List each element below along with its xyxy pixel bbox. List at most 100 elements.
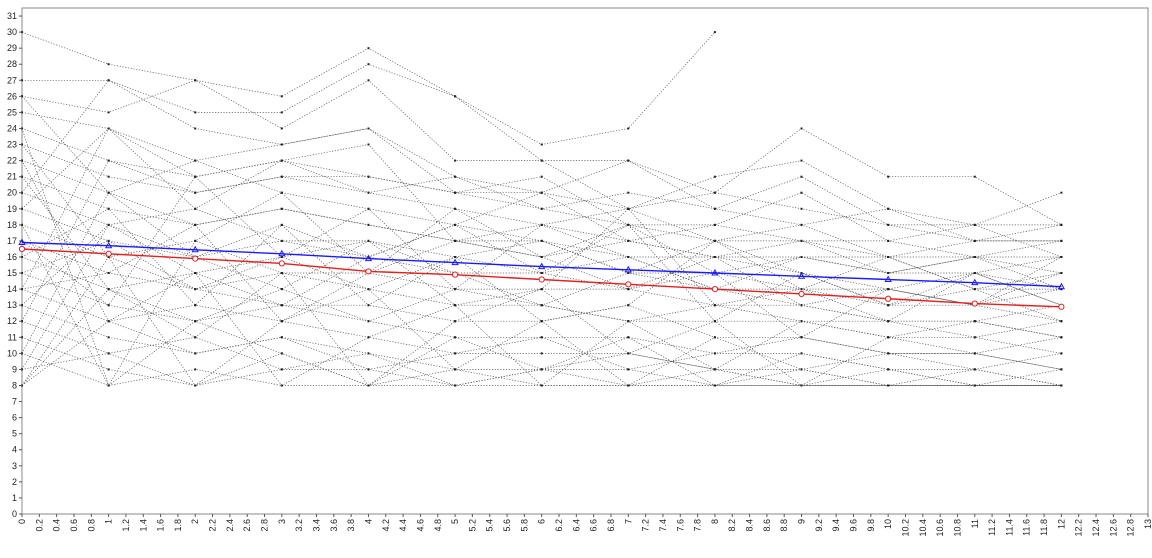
y-tick-label: 17 xyxy=(7,236,17,246)
x-tick-label: 6 xyxy=(537,519,547,524)
individual-point xyxy=(540,256,543,258)
x-tick-label: 8.4 xyxy=(745,519,755,532)
trend-point xyxy=(18,245,26,253)
individual-point xyxy=(713,320,716,323)
individual-point xyxy=(280,256,283,258)
individual-point xyxy=(800,256,803,258)
y-tick-label: 3 xyxy=(12,461,17,471)
trend-point xyxy=(278,249,286,257)
x-tick-label: 2.2 xyxy=(208,519,218,532)
individual-point xyxy=(713,207,716,210)
individual-point xyxy=(367,63,370,66)
x-tick-label: 3.6 xyxy=(329,519,339,532)
individual-point xyxy=(627,159,630,162)
x-tick-label: 7 xyxy=(623,519,633,524)
individual-point xyxy=(280,320,283,323)
individual-point xyxy=(973,288,976,291)
individual-point xyxy=(713,239,716,242)
y-tick-label: 19 xyxy=(7,204,17,214)
trend-series-group xyxy=(18,238,1066,310)
trend-point xyxy=(104,241,113,249)
individual-point xyxy=(887,239,890,242)
individual-point xyxy=(973,352,976,355)
y-tick-label: 15 xyxy=(7,268,17,278)
trend-point xyxy=(538,262,546,270)
x-tick-label: 6.6 xyxy=(589,519,599,532)
y-tick-label: 16 xyxy=(7,252,17,262)
individual-point xyxy=(800,304,803,307)
y-tick-label: 23 xyxy=(7,140,17,150)
y-tick-label: 30 xyxy=(7,27,17,37)
individual-point xyxy=(713,175,716,178)
y-tick-label: 5 xyxy=(12,429,17,439)
x-tick-label: 10 xyxy=(883,519,893,529)
x-tick-label: 7.8 xyxy=(693,519,703,532)
individual-point xyxy=(540,272,543,274)
x-tick-label: 4.6 xyxy=(415,519,425,532)
x-tick-label: 11.8 xyxy=(1039,519,1049,536)
individual-point xyxy=(713,223,716,226)
individual-point xyxy=(1060,191,1063,194)
x-tick-label: 11 xyxy=(970,519,980,528)
y-tick-label: 8 xyxy=(12,380,17,390)
individual-point xyxy=(454,384,457,387)
individual-point xyxy=(973,175,976,178)
x-tick-label: 3.2 xyxy=(294,519,304,532)
individual-point xyxy=(454,175,457,178)
y-tick-label: 31 xyxy=(7,11,17,21)
individual-point xyxy=(454,191,457,194)
individual-point xyxy=(367,368,370,371)
x-tick-label: 3.4 xyxy=(311,519,321,532)
individual-point xyxy=(107,159,110,162)
individual-point xyxy=(800,207,803,210)
individual-point xyxy=(280,191,283,194)
x-tick-label: 3 xyxy=(277,519,287,524)
x-tick-label: 8.2 xyxy=(727,519,737,532)
individual-point xyxy=(713,336,716,339)
individual-point xyxy=(1060,352,1063,355)
individual-point xyxy=(107,127,110,130)
x-tick-label: 9.8 xyxy=(866,519,876,532)
individual-point xyxy=(367,223,370,226)
individual-point xyxy=(194,384,197,387)
individual-point xyxy=(887,288,890,291)
x-tick-label: 10.2 xyxy=(900,519,910,537)
individual-point xyxy=(280,223,283,226)
x-tick-label: 6.2 xyxy=(554,519,564,532)
individual-point xyxy=(454,320,457,323)
x-tick-label: 2.6 xyxy=(242,519,252,532)
individual-point xyxy=(887,207,890,210)
individual-point xyxy=(540,207,543,210)
y-tick-label: 7 xyxy=(12,397,17,407)
x-tick-label: 4 xyxy=(363,519,373,524)
individual-point xyxy=(713,31,716,34)
trend-line-0 xyxy=(21,241,1062,288)
individual-point xyxy=(454,159,457,162)
individual-point xyxy=(280,336,283,339)
x-tick-label: 8.8 xyxy=(779,519,789,532)
y-tick-label: 22 xyxy=(7,156,17,166)
x-tick-label: 7.6 xyxy=(675,519,685,532)
individual-point xyxy=(194,223,197,226)
individual-point xyxy=(280,207,283,210)
individual-point xyxy=(887,223,890,226)
y-tick-label: 26 xyxy=(7,91,17,101)
plot-frame xyxy=(21,7,1149,515)
individual-point xyxy=(540,159,543,162)
individual-point xyxy=(280,175,283,178)
individual-point xyxy=(627,352,630,355)
individual-point xyxy=(107,207,110,210)
x-tick-label: 7.2 xyxy=(641,519,651,532)
individual-point xyxy=(280,127,283,130)
x-tick-label: 9.2 xyxy=(814,519,824,532)
trend-point xyxy=(885,295,892,302)
y-tick-label: 14 xyxy=(7,284,17,294)
individual-point xyxy=(107,272,110,274)
individual-point xyxy=(713,191,716,194)
x-tick-label: 0.4 xyxy=(52,519,62,532)
trend-point xyxy=(797,272,806,279)
x-tick-label: 12.2 xyxy=(1074,519,1084,537)
x-tick-label: 7.4 xyxy=(658,519,668,532)
individual-point xyxy=(713,368,716,371)
individual-point xyxy=(367,288,370,291)
